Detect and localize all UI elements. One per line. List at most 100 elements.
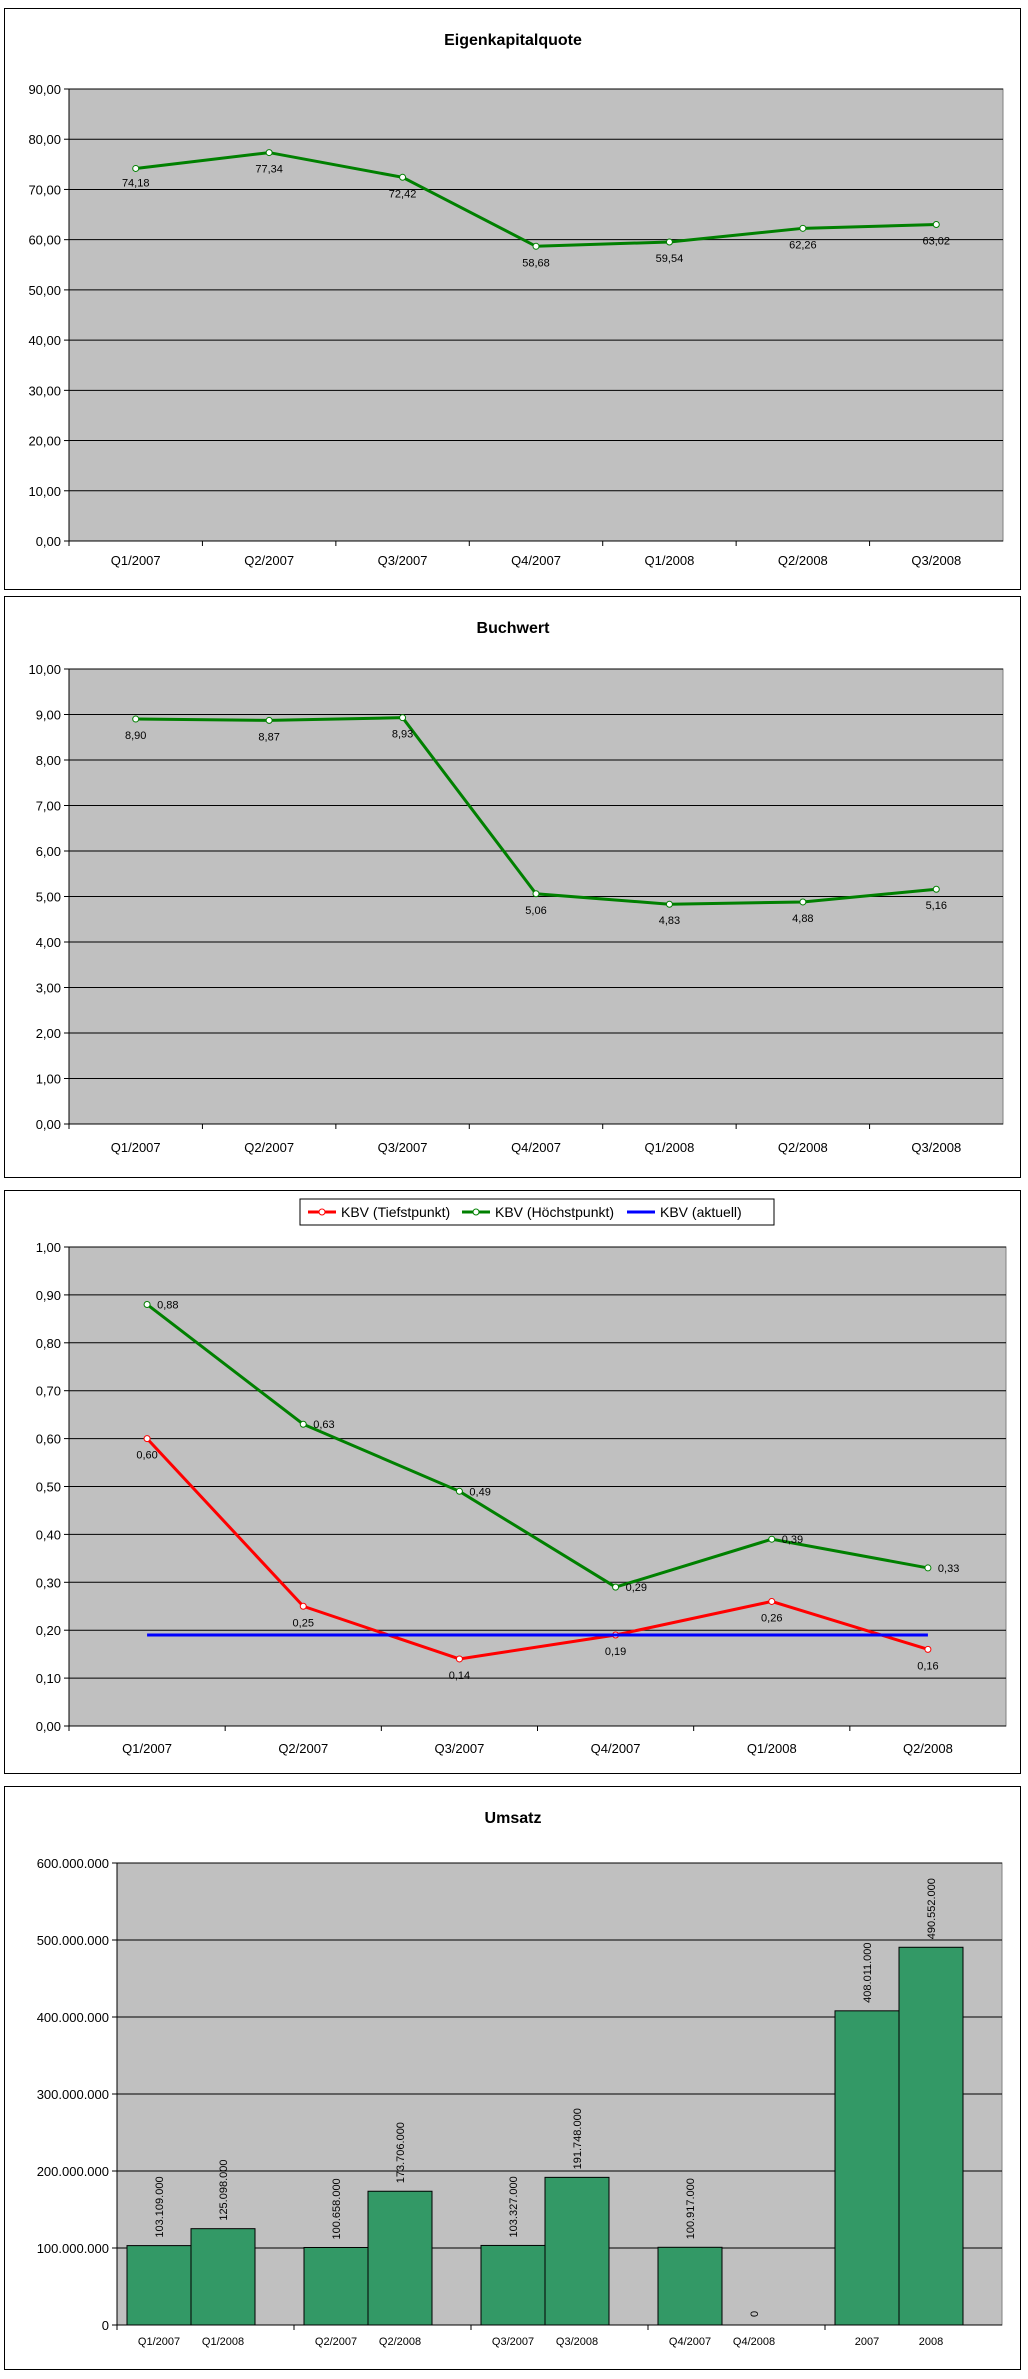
data-label: 59,54 xyxy=(656,253,684,265)
data-label: 0,63 xyxy=(313,1419,334,1431)
bar xyxy=(834,2010,900,2326)
y-tick-label: 200.000.000 xyxy=(37,2164,109,2179)
y-tick-label: 4,00 xyxy=(36,935,61,950)
series-line xyxy=(146,1303,929,1589)
data-point xyxy=(455,1487,463,1495)
x-tick-label: Q1/2008 xyxy=(747,1741,797,1756)
x-tick-label: Q3/2007 xyxy=(378,1140,428,1155)
data-label: 0,60 xyxy=(136,1450,157,1462)
data-label: 8,87 xyxy=(258,731,279,743)
bar-data-label: 100.917.000 xyxy=(685,2178,697,2239)
data-label: 0,14 xyxy=(449,1670,470,1682)
data-label: 62,26 xyxy=(789,239,817,251)
x-tick-label: 2008 xyxy=(919,2336,943,2348)
chart-title: Eigenkapitalquote xyxy=(444,32,582,49)
x-tick-label: Q2/2008 xyxy=(903,1741,953,1756)
data-point xyxy=(924,1645,932,1653)
x-tick-label: Q2/2007 xyxy=(315,2336,357,2348)
bar-data-label: 173.706.000 xyxy=(395,2122,407,2183)
data-label: 4,83 xyxy=(659,915,680,927)
plot-area xyxy=(68,88,1004,542)
data-label: 0,33 xyxy=(938,1563,959,1575)
bar xyxy=(898,1946,964,2326)
chart-title: Buchwert xyxy=(477,620,551,637)
bar xyxy=(190,2228,256,2326)
y-tick-label: 10,00 xyxy=(28,662,61,677)
x-tick-label: Q2/2008 xyxy=(778,553,828,568)
data-point xyxy=(143,1300,151,1308)
data-label: 5,16 xyxy=(926,900,947,912)
x-tick-label: 2007 xyxy=(855,2336,879,2348)
bar xyxy=(657,2246,723,2326)
y-tick-label: 400.000.000 xyxy=(37,2010,109,2025)
y-tick-label: 0,40 xyxy=(36,1527,61,1542)
data-label: 8,93 xyxy=(392,729,413,741)
y-tick-label: 8,00 xyxy=(36,753,61,768)
y-tick-label: 90,00 xyxy=(28,82,61,97)
data-label: 5,06 xyxy=(525,905,546,917)
data-point xyxy=(143,1435,151,1443)
chart-panel-kbv: 0,00 0,10 0,20 0,30 0,40 0,50 0,60 0,70 0,80 0,90… xyxy=(4,1190,1021,1774)
data-point xyxy=(532,242,540,250)
y-tick-label: 0,80 xyxy=(36,1336,61,1351)
y-tick-label: 0,00 xyxy=(36,534,61,549)
y-tick-label: 0 xyxy=(102,2318,109,2333)
y-tick-label: 6,00 xyxy=(36,844,61,859)
data-label: 0,49 xyxy=(469,1486,490,1498)
y-tick-label: 0,70 xyxy=(36,1384,61,1399)
y-tick-label: 0,20 xyxy=(36,1623,61,1638)
legend-marker xyxy=(318,1208,326,1216)
data-point xyxy=(299,1420,307,1428)
bar-data-label: 490.552.000 xyxy=(926,1878,938,1939)
y-tick-label: 600.000.000 xyxy=(37,1856,109,1871)
data-point xyxy=(612,1583,620,1591)
y-tick-label: 20,00 xyxy=(28,434,61,449)
bar xyxy=(303,2246,369,2326)
x-tick-label: Q1/2007 xyxy=(111,1140,161,1155)
x-tick-label: Q4/2007 xyxy=(669,2336,711,2348)
x-tick-label: Q1/2008 xyxy=(644,1140,694,1155)
x-tick-label: Q3/2008 xyxy=(911,553,961,568)
data-point xyxy=(532,890,540,898)
x-tick-label: Q4/2007 xyxy=(511,1140,561,1155)
bar-data-label: 0 xyxy=(749,2311,761,2317)
x-tick-label: Q3/2008 xyxy=(911,1140,961,1155)
y-tick-label: 0,30 xyxy=(36,1575,61,1590)
x-tick-label: Q1/2007 xyxy=(111,553,161,568)
data-label: 4,88 xyxy=(792,913,813,925)
data-label: 72,42 xyxy=(389,188,417,200)
y-tick-label: 50,00 xyxy=(28,283,61,298)
series-line xyxy=(145,1437,929,1661)
y-tick-label: 5,00 xyxy=(36,890,61,905)
legend-label: KBV (aktuell) xyxy=(660,1204,742,1220)
bar-data-label: 191.748.000 xyxy=(572,2108,584,2169)
x-tick-label: Q4/2007 xyxy=(591,1741,641,1756)
bar-data-label: 408.011.000 xyxy=(862,1942,874,2002)
y-tick-label: 100.000.000 xyxy=(37,2241,109,2256)
y-tick-label: 300.000.000 xyxy=(37,2087,109,2102)
y-tick-label: 0,60 xyxy=(36,1432,61,1447)
legend-marker xyxy=(472,1208,480,1216)
x-tick-label: Q1/2007 xyxy=(138,2336,180,2348)
data-point xyxy=(768,1597,776,1605)
data-label: 58,68 xyxy=(522,257,550,269)
data-point xyxy=(132,715,140,723)
data-point xyxy=(932,220,940,228)
bar-data-label: 103.109.000 xyxy=(154,2176,166,2237)
x-tick-label: Q2/2007 xyxy=(244,553,294,568)
data-point xyxy=(265,716,273,724)
data-label: 8,90 xyxy=(125,730,146,742)
y-tick-label: 0,10 xyxy=(36,1671,61,1686)
data-label: 0,26 xyxy=(761,1612,782,1624)
y-tick-label: 3,00 xyxy=(36,981,61,996)
data-label: 0,29 xyxy=(626,1582,647,1594)
x-tick-label: Q1/2008 xyxy=(644,553,694,568)
x-tick-label: Q4/2007 xyxy=(511,553,561,568)
chart-panel-eigenkapitalquote: 0,00 10,00 20,00 30,00 40,00 50,00 60,00 70,00 8… xyxy=(4,8,1021,590)
y-tick-label: 10,00 xyxy=(28,484,61,499)
legend-label: KBV (Höchstpunkt) xyxy=(495,1204,614,1220)
x-tick-label: Q3/2007 xyxy=(492,2336,534,2348)
data-point xyxy=(768,1535,776,1543)
x-tick-label: Q3/2007 xyxy=(378,553,428,568)
data-label: 63,02 xyxy=(923,235,951,247)
